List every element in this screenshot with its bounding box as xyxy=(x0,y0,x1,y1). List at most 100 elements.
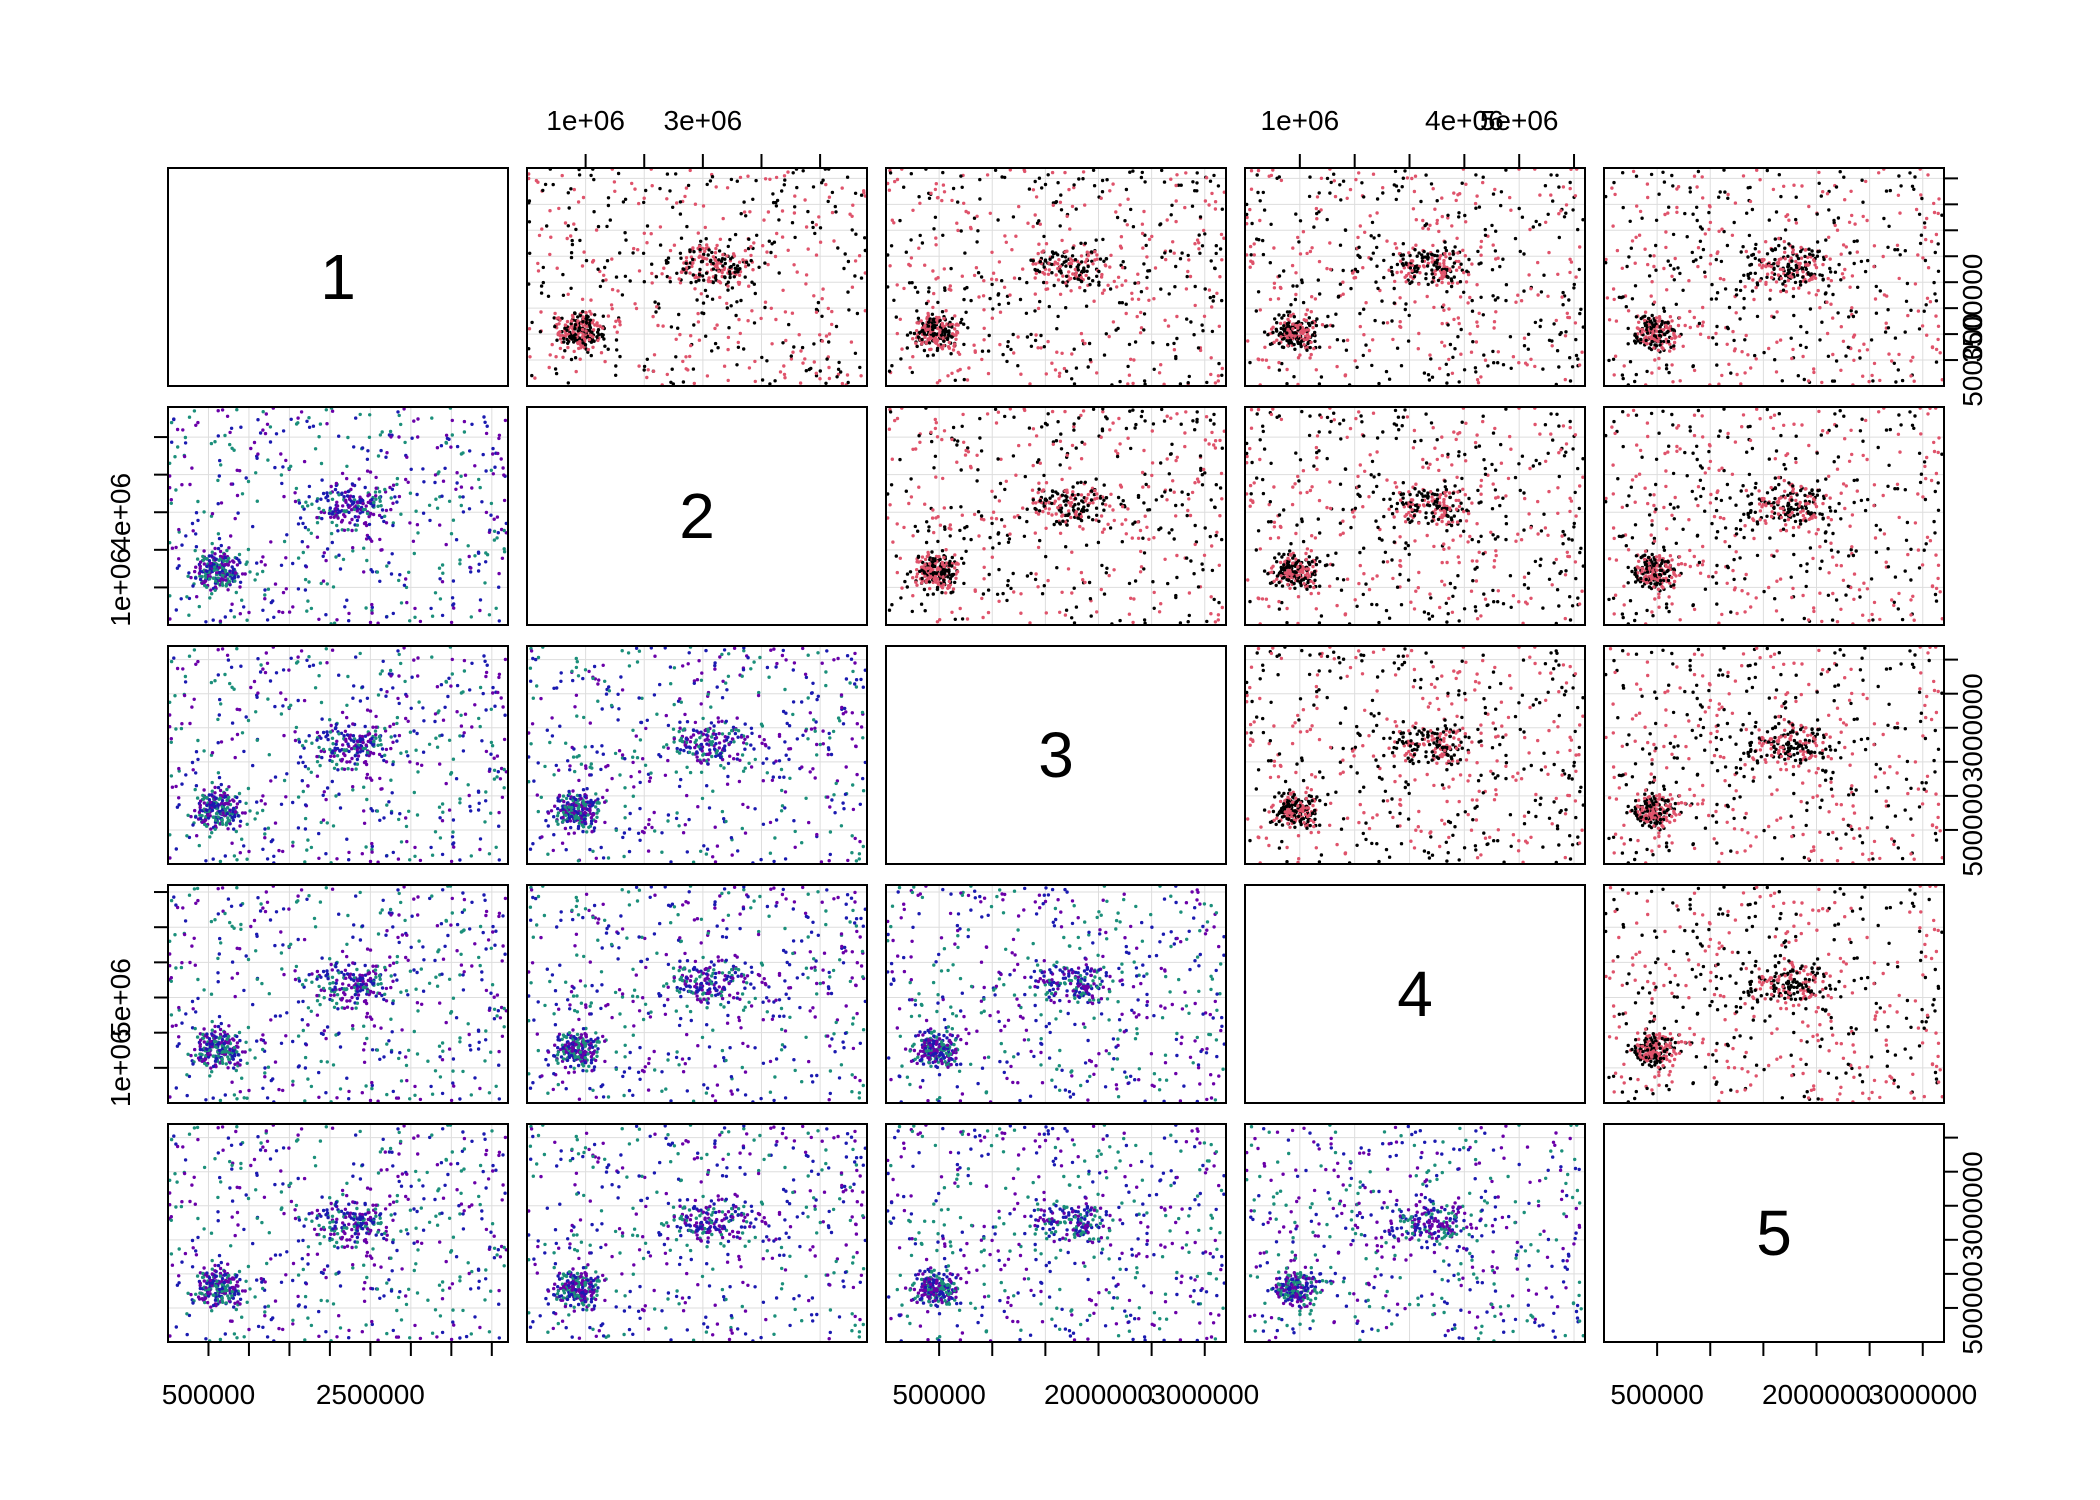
data-point xyxy=(325,494,330,498)
data-point xyxy=(736,340,740,345)
data-point xyxy=(554,371,559,376)
data-point xyxy=(942,343,946,348)
data-point xyxy=(1633,284,1638,288)
data-point xyxy=(1621,376,1625,381)
data-point xyxy=(443,466,447,470)
data-point xyxy=(1520,215,1525,219)
data-point xyxy=(1612,180,1616,185)
data-point xyxy=(721,264,725,268)
data-point xyxy=(1674,302,1679,306)
data-point xyxy=(738,175,743,180)
data-point xyxy=(296,416,300,420)
data-point xyxy=(478,598,483,602)
data-point xyxy=(1160,494,1164,498)
data-point xyxy=(1725,243,1730,248)
data-point xyxy=(889,244,894,248)
data-point xyxy=(1444,362,1449,366)
data-point xyxy=(1362,195,1366,199)
data-point xyxy=(1067,270,1071,274)
data-point xyxy=(328,506,332,510)
data-point xyxy=(1772,315,1776,319)
data-point xyxy=(708,179,713,183)
data-point xyxy=(1851,314,1856,319)
data-point xyxy=(1549,193,1553,197)
data-point xyxy=(830,322,834,327)
data-point xyxy=(790,221,795,225)
data-point xyxy=(990,516,994,520)
data-point xyxy=(1067,187,1071,192)
data-point xyxy=(911,337,915,341)
data-point xyxy=(933,417,937,422)
data-point xyxy=(641,251,646,255)
data-point xyxy=(1370,220,1375,225)
data-point xyxy=(681,359,685,364)
data-point xyxy=(908,331,913,335)
data-point xyxy=(576,319,580,323)
data-point xyxy=(948,534,952,538)
data-point xyxy=(1220,298,1224,303)
data-point xyxy=(1394,184,1399,188)
data-point xyxy=(1471,340,1475,344)
data-point xyxy=(361,501,365,506)
data-point xyxy=(771,192,775,196)
data-point xyxy=(560,173,564,178)
data-point xyxy=(1886,245,1890,249)
data-point xyxy=(982,326,986,330)
data-point xyxy=(1492,361,1496,365)
data-point xyxy=(539,291,544,295)
data-point xyxy=(538,330,543,334)
data-point xyxy=(1135,314,1139,319)
data-point xyxy=(1770,248,1774,252)
data-point xyxy=(905,585,909,589)
data-point xyxy=(988,296,992,301)
data-point xyxy=(689,334,693,338)
data-point xyxy=(1129,207,1133,212)
data-point xyxy=(781,341,785,345)
data-point xyxy=(1661,328,1666,332)
data-point xyxy=(960,185,964,189)
data-point xyxy=(1341,280,1345,284)
data-point xyxy=(1249,253,1253,257)
data-point xyxy=(469,615,473,619)
data-point xyxy=(715,262,719,266)
data-point xyxy=(1874,311,1879,315)
data-point xyxy=(1213,439,1218,443)
data-point xyxy=(940,310,945,314)
data-point xyxy=(956,228,960,233)
data-point xyxy=(349,508,354,512)
data-point xyxy=(634,306,639,311)
data-point xyxy=(1550,344,1554,348)
data-point xyxy=(684,261,688,265)
data-point xyxy=(1203,199,1208,203)
data-point xyxy=(180,543,184,547)
data-point xyxy=(797,333,801,337)
data-point xyxy=(1782,239,1787,244)
data-point xyxy=(714,246,718,251)
data-point xyxy=(370,497,374,502)
data-point xyxy=(1058,200,1063,204)
data-point xyxy=(846,380,850,385)
data-point xyxy=(237,558,241,562)
data-point xyxy=(924,301,929,306)
data-point xyxy=(346,489,350,494)
data-point xyxy=(677,277,681,281)
data-point xyxy=(289,464,293,468)
data-point xyxy=(1786,278,1791,283)
data-point xyxy=(1834,359,1839,363)
data-point xyxy=(1626,309,1631,313)
data-point xyxy=(691,273,695,277)
data-point xyxy=(580,264,585,268)
data-point xyxy=(1136,297,1141,301)
data-point xyxy=(1119,235,1124,239)
data-point xyxy=(919,602,924,606)
data-point xyxy=(1913,282,1918,286)
data-point xyxy=(1635,335,1639,339)
data-point xyxy=(1550,339,1554,343)
data-point xyxy=(1698,239,1703,243)
data-point xyxy=(1088,282,1092,287)
data-point xyxy=(1026,221,1030,225)
data-point xyxy=(341,557,346,562)
data-point xyxy=(854,232,858,236)
data-point xyxy=(1443,251,1447,256)
